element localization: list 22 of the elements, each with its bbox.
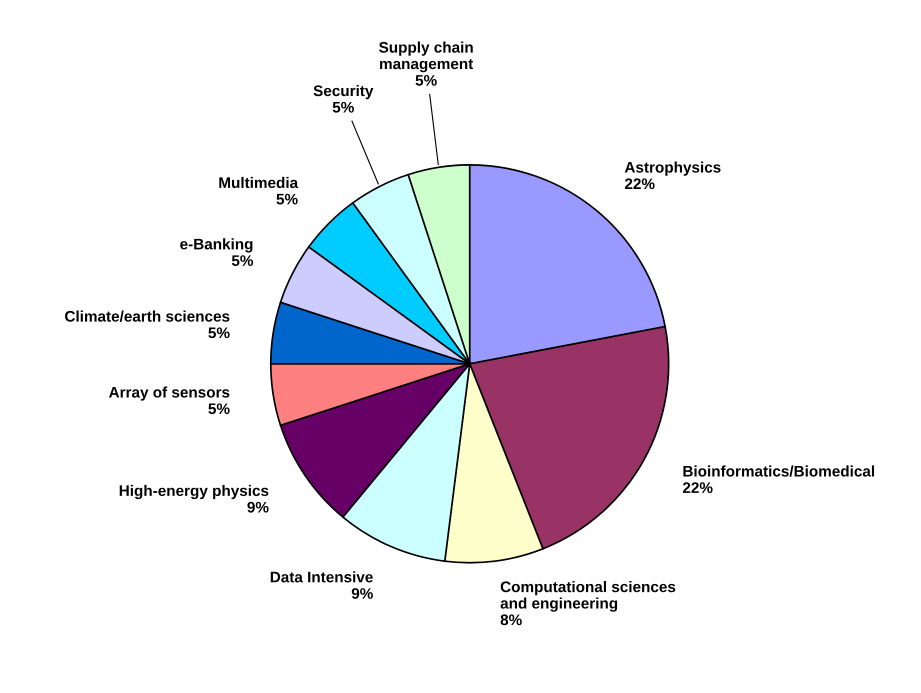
- slice-label: Array of sensors: [108, 386, 230, 401]
- data-label: 5%: [208, 327, 230, 338]
- slice-label: Data Intensive: [270, 571, 373, 582]
- slice-label: Astrophysics: [624, 161, 721, 176]
- data-label: 5%: [208, 403, 230, 414]
- slice-label: High-energy physics: [120, 484, 268, 500]
- data-label: 5%: [332, 102, 354, 113]
- slice-label: Security: [314, 84, 374, 100]
- data-label: 22%: [682, 482, 713, 494]
- slice-label: Multimedia: [219, 176, 298, 188]
- slice-label: Climate/earth sciences: [65, 310, 230, 322]
- slice-label: Supply chain management: [379, 42, 474, 72]
- data-label: 9%: [247, 502, 269, 513]
- slice-label: Computational sciences and engineering: [500, 581, 676, 612]
- slice-label: e-Banking: [180, 238, 252, 253]
- data-label: 22%: [624, 178, 655, 190]
- data-label: 5%: [276, 194, 298, 205]
- slice-label: Bioinformatics/Biomedical: [683, 465, 874, 477]
- data-label: 8%: [500, 614, 522, 626]
- data-label: 5%: [232, 255, 254, 266]
- data-label: 5%: [416, 74, 437, 86]
- data-label: 9%: [352, 588, 373, 599]
